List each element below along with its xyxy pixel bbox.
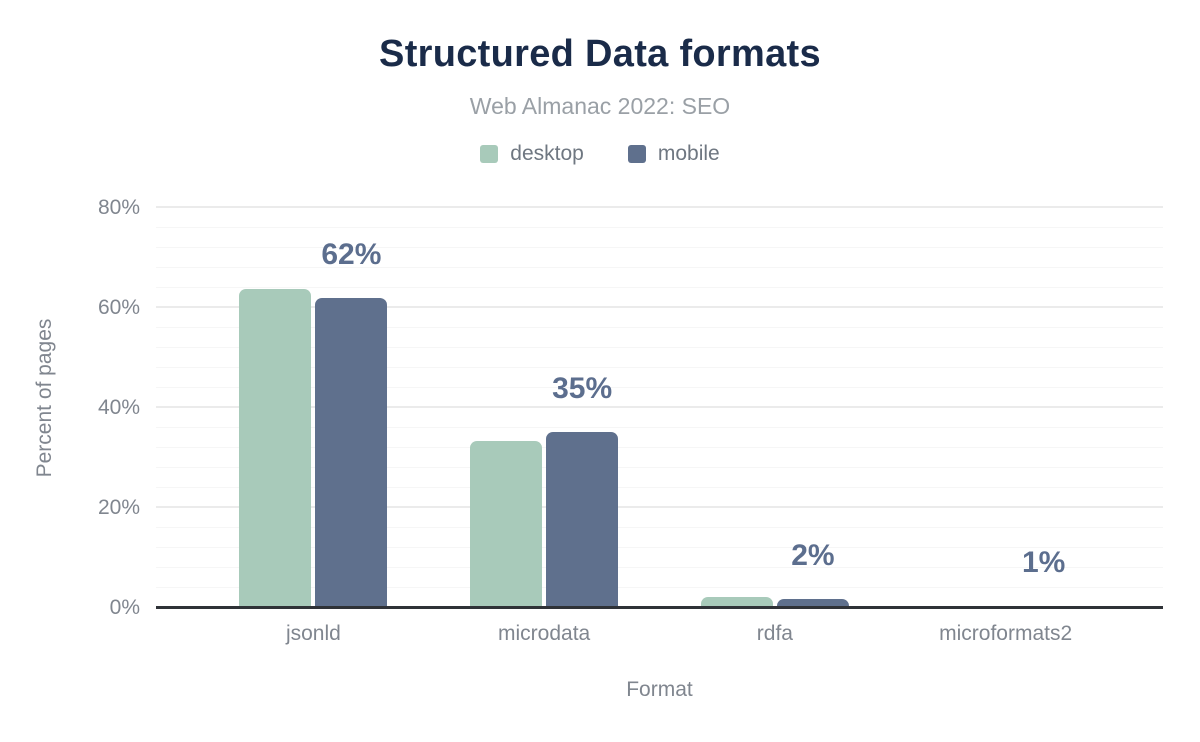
y-tick-label: 80%: [97, 196, 140, 219]
legend-swatch-mobile: [627, 145, 646, 163]
bar-mobile-rdfa: [776, 598, 849, 608]
y-tick-label: 40%: [97, 396, 140, 419]
minor-gridline: [156, 367, 1163, 368]
legend-item-desktop: desktop: [480, 142, 584, 166]
x-axis-title: Format: [626, 678, 693, 701]
bar-desktop-microdata: [470, 441, 543, 608]
legend-item-mobile: mobile: [627, 142, 720, 166]
bar-value-label-microformats2: 1%: [1021, 545, 1066, 579]
chart-title: Structured Data formats: [379, 33, 821, 75]
minor-gridline: [156, 227, 1163, 228]
x-axis-line: [156, 606, 1163, 609]
legend-label-desktop: desktop: [510, 142, 584, 165]
major-gridline: [156, 506, 1163, 508]
minor-gridline: [156, 567, 1163, 568]
chart-subtitle: Web Almanac 2022: SEO: [469, 93, 731, 119]
minor-gridline: [156, 327, 1163, 328]
bar-group-rdfa: 2% rdfa: [660, 188, 891, 645]
major-gridline: [156, 306, 1163, 308]
bar-bands: 62% jsonld 35% microdata 2% rdfa 1% microformat…: [198, 188, 1121, 645]
legend: desktop mobile: [0, 142, 1200, 166]
x-tick-label-rdfa: rdfa: [756, 622, 793, 645]
bar-group-microdata: 35% microdata: [429, 188, 660, 645]
bars-rdfa: [700, 596, 849, 608]
bar-mobile-microdata: [546, 431, 619, 608]
y-tick-label: 60%: [97, 296, 140, 319]
x-tick-label-jsonld: jsonld: [285, 622, 341, 645]
major-gridline: [156, 206, 1163, 208]
legend-swatch-desktop: [480, 145, 499, 163]
bar-desktop-jsonld: [239, 289, 312, 608]
minor-gridline: [156, 267, 1163, 268]
x-tick-label-microformats2: microformats2: [939, 622, 1073, 645]
minor-gridline: [156, 587, 1163, 588]
minor-gridline: [156, 247, 1163, 248]
minor-gridline: [156, 387, 1163, 388]
bar-value-label-jsonld: 62%: [321, 238, 382, 271]
bars-jsonld: [239, 289, 388, 608]
x-tick-label-microdata: microdata: [498, 622, 591, 645]
bar-desktop-rdfa: [700, 596, 773, 608]
minor-gridline: [156, 287, 1163, 288]
bar-value-label-rdfa: 2%: [791, 538, 835, 572]
minor-gridline: [156, 347, 1163, 348]
major-gridline: [156, 406, 1163, 408]
bar-mobile-jsonld: [315, 298, 388, 608]
legend-label-mobile: mobile: [657, 142, 720, 165]
bar-group-microformats2: 1% microformats2: [890, 188, 1121, 645]
bar-group-jsonld: 62% jsonld: [198, 188, 429, 645]
plot-area: 62% jsonld 35% microdata 2% rdfa 1% microformat…: [98, 188, 1163, 645]
minor-gridline: [156, 487, 1163, 488]
minor-gridline: [156, 447, 1163, 448]
bars-microdata: [470, 431, 619, 608]
minor-gridline: [156, 527, 1163, 528]
y-tick-label: 20%: [97, 496, 140, 519]
bar-value-label-microdata: 35%: [552, 371, 613, 405]
minor-gridline: [156, 427, 1163, 428]
y-tick-label: 0%: [109, 596, 140, 619]
minor-gridline: [156, 467, 1163, 468]
minor-gridline: [156, 547, 1163, 548]
